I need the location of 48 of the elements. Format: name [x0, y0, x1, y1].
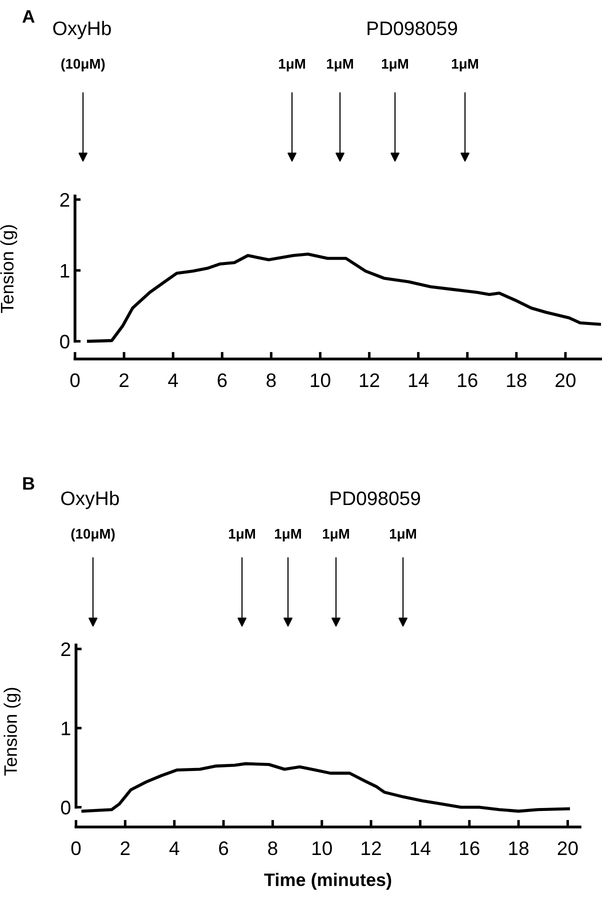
- y-axis-title: Tension (g): [0, 225, 18, 313]
- x-tick-label: 18: [509, 841, 529, 856]
- y-tick-label: 1: [62, 722, 70, 736]
- x-tick-label: 16: [460, 841, 480, 856]
- x-tick-label: 6: [218, 373, 227, 388]
- text: OxyHb: [61, 490, 119, 510]
- y-tick-label: 0: [60, 334, 70, 349]
- x-axis-title: Time (minutes): [264, 872, 392, 890]
- text: 1μM: [274, 529, 301, 542]
- text: PD098059: [368, 21, 458, 36]
- x-tick-label: 20: [556, 373, 576, 388]
- text: 1μM: [382, 59, 408, 72]
- x-tick-label: 4: [168, 374, 178, 387]
- line-series: [86, 252, 601, 343]
- x-tick-label: 18: [507, 373, 526, 388]
- text: PD098059: [330, 491, 420, 506]
- x-tick-label: 0: [71, 841, 81, 856]
- x-tick-label: 16: [458, 373, 478, 388]
- x-tick-label: 20: [558, 841, 578, 856]
- x-tick-label: 14: [408, 374, 429, 387]
- text: 1μM: [452, 59, 478, 72]
- text: 1μM: [322, 529, 349, 542]
- x-tick-label: 4: [169, 842, 180, 855]
- x-tick-label: 14: [410, 842, 430, 855]
- text: 1μM: [390, 529, 416, 542]
- y-tick-label: 2: [61, 642, 70, 656]
- y-tick-label: 0: [61, 800, 70, 814]
- y-axis-title: Tension (g): [4, 688, 21, 776]
- x-tick-label: 12: [362, 841, 381, 855]
- text: 1μM: [228, 529, 255, 542]
- text: 1μM: [326, 59, 353, 72]
- x-tick-label: 12: [360, 373, 380, 387]
- x-tick-label: 10: [310, 373, 330, 388]
- text: 1μM: [278, 59, 305, 72]
- text: (10μM): [71, 528, 115, 542]
- chart-title: B: [23, 477, 34, 490]
- x-tick-label: 8: [266, 373, 276, 388]
- x-tick-label: 6: [219, 841, 228, 856]
- x-tick-label: 10: [312, 841, 332, 856]
- y-tick-label: 2: [60, 193, 70, 207]
- x-tick-label: 2: [120, 373, 128, 387]
- text: OxyHb: [53, 20, 111, 40]
- y-tick-label: 1: [60, 264, 70, 278]
- x-tick-label: 2: [120, 841, 130, 855]
- chart-title: A: [22, 10, 35, 23]
- x-tick-label: 8: [268, 841, 278, 856]
- x-tick-label: 0: [70, 373, 80, 388]
- text: (10μM): [61, 58, 105, 72]
